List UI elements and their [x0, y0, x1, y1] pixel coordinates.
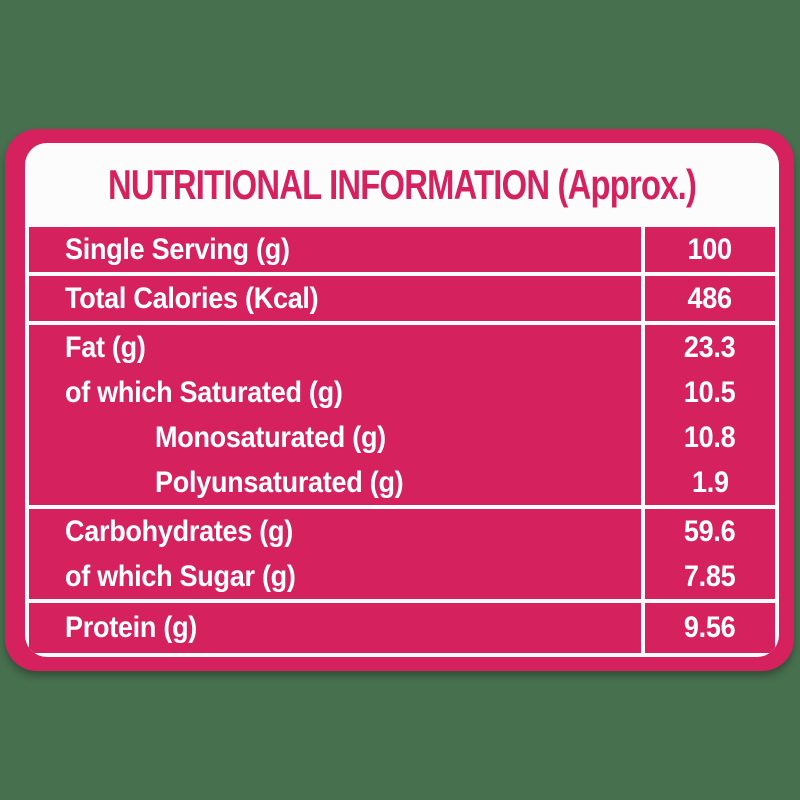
row-label: Single Serving (g)	[29, 227, 641, 272]
table-group: Protein (g) 9.56	[29, 603, 775, 653]
row-value: 1.9	[645, 460, 775, 505]
title-area: NUTRITIONAL INFORMATION (Approx.)	[25, 143, 779, 227]
row-label: Polyunsaturated (g)	[29, 460, 641, 505]
row-label: Protein (g)	[29, 603, 641, 653]
row-value-text: 10.8	[684, 420, 736, 454]
row-value-text: 7.85	[684, 559, 736, 593]
row-label-text: Polyunsaturated (g)	[155, 465, 404, 499]
row-value-text: 1.9	[691, 465, 729, 499]
table-group: Fat (g) 23.3 of which Saturated (g) 10.5 Mon…	[29, 325, 775, 505]
row-label: Carbohydrates (g)	[29, 509, 641, 554]
row-label-text: Carbohydrates (g)	[65, 514, 293, 548]
nutrition-card: NUTRITIONAL INFORMATION (Approx.) Single…	[5, 129, 794, 671]
row-label: Fat (g)	[29, 325, 641, 370]
row-label-text: Single Serving (g)	[65, 232, 290, 266]
row-label: of which Saturated (g)	[29, 370, 641, 415]
row-value: 10.8	[645, 415, 775, 460]
table-group: Total Calories (Kcal) 486	[29, 276, 775, 321]
row-value-text: 486	[687, 281, 733, 315]
nutrition-panel: NUTRITIONAL INFORMATION (Approx.) Single…	[25, 143, 779, 657]
page-title: NUTRITIONAL INFORMATION (Approx.)	[107, 161, 697, 208]
row-value: 10.5	[645, 370, 775, 415]
row-value-text: 9.56	[684, 611, 736, 644]
row-value-text: 59.6	[684, 514, 736, 548]
nutrition-table: Single Serving (g) 100 Total Calories (Kca…	[25, 227, 779, 657]
row-value: 100	[645, 227, 775, 272]
table-group: Carbohydrates (g) 59.6 of which Sugar (g) 7…	[29, 509, 775, 599]
row-label-text: Fat (g)	[65, 330, 146, 364]
row-value: 7.85	[645, 554, 775, 599]
row-value-text: 10.5	[684, 375, 736, 409]
row-value-text: 100	[687, 232, 733, 266]
row-label-text: of which Saturated (g)	[65, 375, 343, 409]
row-value: 486	[645, 276, 775, 321]
row-label: Total Calories (Kcal)	[29, 276, 641, 321]
row-label-text: of which Sugar (g)	[65, 559, 296, 593]
row-label: of which Sugar (g)	[29, 554, 641, 599]
row-label-text: Monosaturated (g)	[155, 420, 386, 454]
row-value-text: 23.3	[684, 330, 736, 364]
row-value: 59.6	[645, 509, 775, 554]
row-value: 9.56	[645, 603, 775, 653]
row-label: Monosaturated (g)	[29, 415, 641, 460]
row-label-text: Protein (g)	[65, 611, 198, 644]
table-group: Single Serving (g) 100	[29, 227, 775, 272]
row-value: 23.3	[645, 325, 775, 370]
row-label-text: Total Calories (Kcal)	[65, 281, 319, 315]
